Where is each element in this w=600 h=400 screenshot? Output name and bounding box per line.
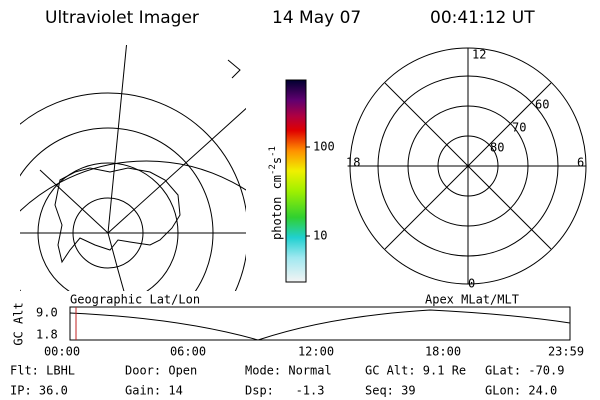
timeline-xtick: 06:00 <box>170 345 206 359</box>
time: 00:41:12 UT <box>430 8 535 28</box>
status-field: Gain: 14 <box>125 384 183 398</box>
status-field: IP: 36.0 <box>10 384 68 398</box>
title: Ultraviolet Imager <box>45 8 199 28</box>
timeline-ytick: 1.8 <box>36 328 58 342</box>
colorbar-label: photon cm-2s-1 <box>268 146 284 240</box>
status-field: GLat: -70.9 <box>485 364 564 378</box>
mlt-label: 18 <box>346 156 360 170</box>
timeline-xtick: 12:00 <box>298 345 334 359</box>
colorbar-tick: 10 <box>313 229 327 243</box>
mlt-label: 6 <box>577 156 584 170</box>
altitude-curve <box>69 309 571 341</box>
status-field: GC Alt: 9.1 Re <box>365 364 466 378</box>
timeline-xtick: 23:59 <box>548 345 584 359</box>
timeline-xtick: 00:00 <box>44 345 80 359</box>
map-label: Apex MLat/MLT <box>425 293 519 307</box>
status-field: Flt: LBHL <box>10 364 75 378</box>
mlt-label: 12 <box>472 48 486 62</box>
status-field: Seq: 39 <box>365 384 416 398</box>
timeline-ytick: 9.0 <box>36 306 58 320</box>
mlat-label: 70 <box>512 121 526 135</box>
footer: Flt: LBHL Door: Open Mode: Normal GC Alt: 9… <box>10 364 564 398</box>
colorbar-tick: 100 <box>313 140 335 154</box>
timeline-xtick: 18:00 <box>425 345 461 359</box>
colorbar <box>285 79 307 283</box>
geographic-map <box>20 45 246 291</box>
map-label: Geographic Lat/Lon <box>70 293 200 307</box>
status-field: Mode: Normal <box>245 364 332 378</box>
timeline-ylabel: GC Alt <box>12 302 26 345</box>
status-field: GLon: 24.0 <box>485 384 557 398</box>
mlat-label: 60 <box>535 98 549 112</box>
status-field: Door: Open <box>125 364 197 378</box>
mlt-polar-grid <box>349 47 587 285</box>
mlt-label: 0 <box>468 277 475 291</box>
date: 14 May 07 <box>272 8 361 28</box>
status-field: Dsp: -1.3 <box>245 384 324 398</box>
timeline-box <box>69 306 571 341</box>
mlat-label: 80 <box>490 141 504 155</box>
